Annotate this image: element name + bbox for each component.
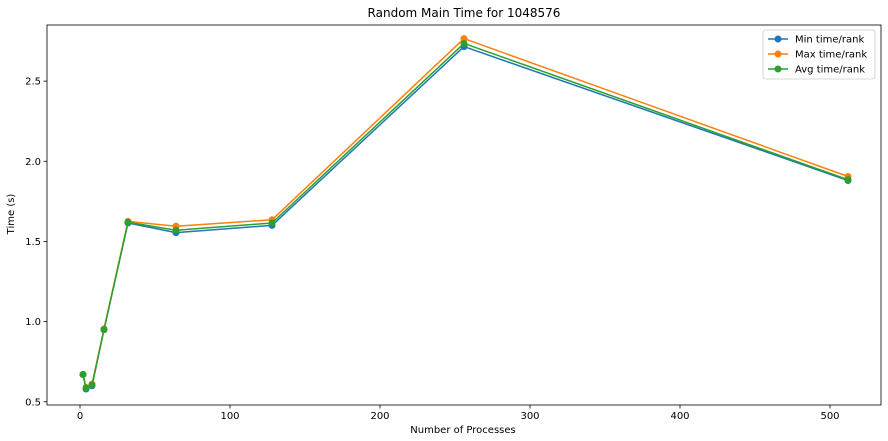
x-tick-label: 500: [820, 411, 839, 422]
data-point-avg-time-rank: [268, 219, 276, 227]
y-tick-label: 0.5: [25, 397, 41, 408]
data-point-avg-time-rank: [88, 381, 96, 389]
x-tick-label: 200: [370, 411, 389, 422]
data-point-avg-time-rank: [844, 176, 852, 184]
y-tick-label: 2.0: [25, 157, 41, 168]
legend-marker: [774, 50, 782, 58]
x-tick-label: 400: [670, 411, 689, 422]
data-point-avg-time-rank: [100, 326, 108, 334]
legend-label: Avg time/rank: [795, 65, 865, 76]
data-point-avg-time-rank: [79, 371, 87, 379]
y-tick-label: 1.0: [25, 317, 41, 328]
plot-frame: [46, 24, 882, 406]
legend-label: Min time/rank: [795, 35, 864, 46]
y-tick-label: 1.5: [25, 237, 41, 248]
data-point-avg-time-rank: [460, 39, 468, 47]
legend-label: Max time/rank: [795, 50, 867, 61]
chart-title: Random Main Time for 1048576: [368, 6, 561, 20]
data-point-avg-time-rank: [82, 384, 90, 392]
data-point-avg-time-rank: [172, 226, 180, 234]
legend-marker: [774, 35, 782, 43]
legend-marker: [774, 65, 782, 73]
x-tick-label: 100: [220, 411, 239, 422]
axes: 0 100 200 300 400 500 0.5 1.0 1.5 2.0 2.5: [25, 24, 882, 422]
x-axis-label: Number of Processes: [410, 425, 515, 436]
data-point-max-time-rank: [460, 35, 468, 43]
y-tick-label: 2.5: [25, 77, 41, 88]
series-lines: [79, 35, 852, 393]
legend: Min time/rank Max time/rank Avg time/rank: [762, 29, 876, 80]
y-axis-label: Time (s): [6, 194, 17, 236]
data-point-avg-time-rank: [124, 218, 132, 226]
x-tick-label: 0: [77, 411, 83, 422]
legend-box: [762, 29, 876, 80]
x-tick-label: 300: [520, 411, 539, 422]
